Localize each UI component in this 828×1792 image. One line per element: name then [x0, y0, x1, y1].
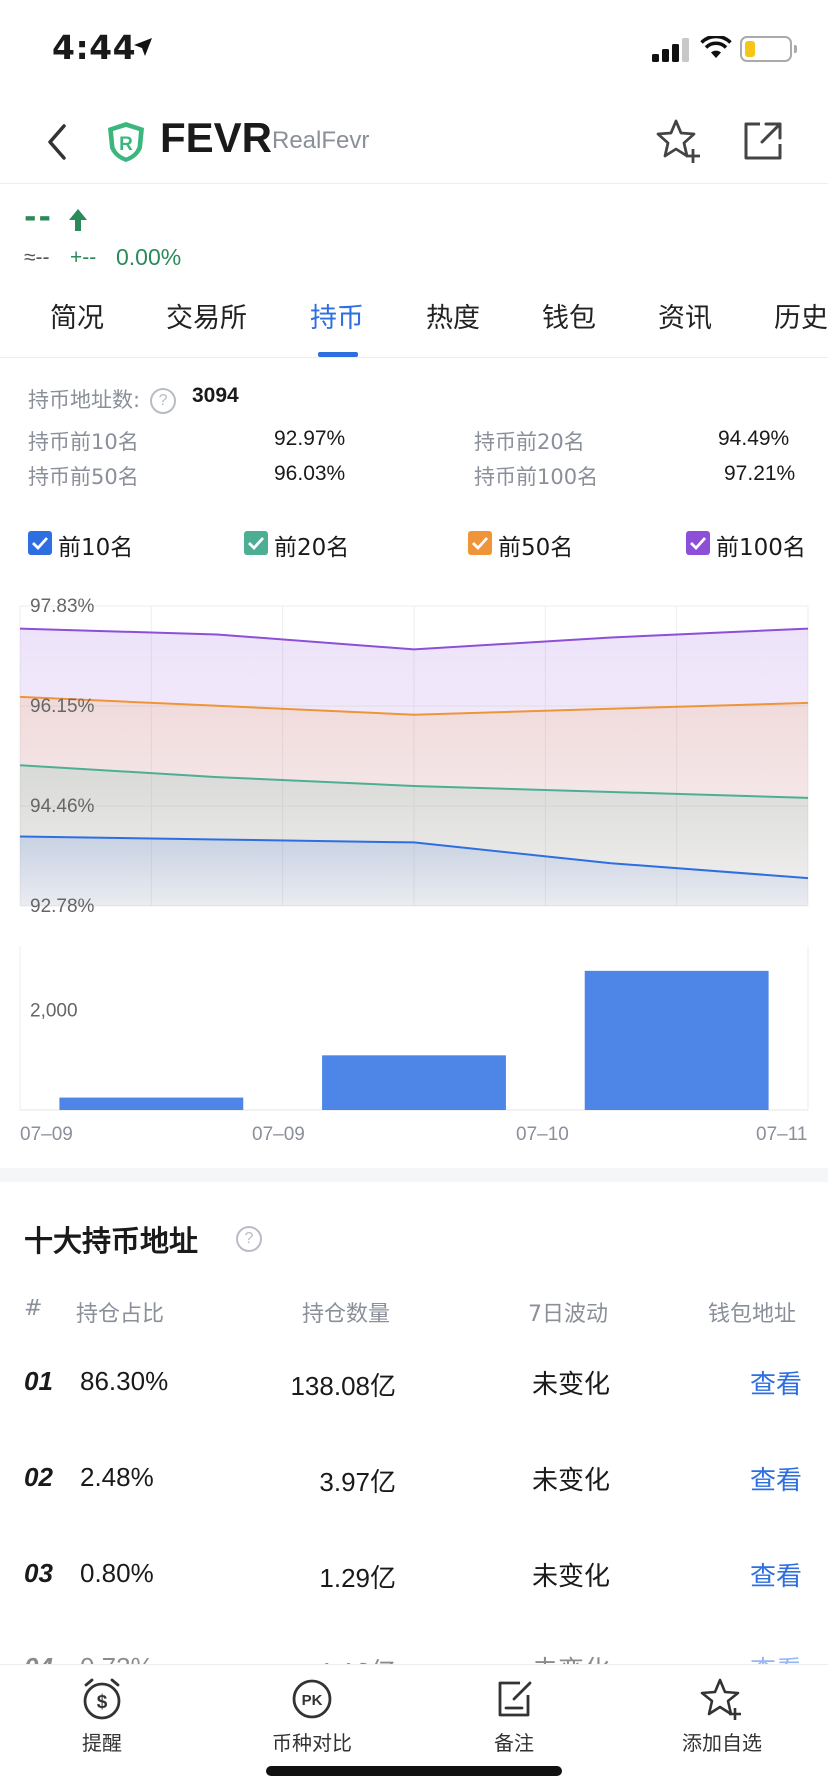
- remind-button[interactable]: $ 提醒: [62, 1677, 142, 1756]
- x-tick-label: 07–10: [516, 1124, 569, 1145]
- series-line: [19, 764, 809, 799]
- active-tab-indicator: [318, 352, 358, 357]
- holdings-chart: 97.83% 96.15% 94.46% 92.78% 2,000: [19, 596, 809, 1111]
- home-indicator: [266, 1766, 562, 1776]
- up-arrow-icon: [69, 209, 87, 231]
- tab-exchanges[interactable]: 交易所: [166, 303, 247, 334]
- checkbox-icon: [244, 531, 268, 555]
- status-time: 4:44: [52, 28, 137, 67]
- row-change: 未变化: [532, 1466, 611, 1496]
- view-link[interactable]: 查看: [750, 1562, 803, 1592]
- volume-bar: [584, 970, 769, 1110]
- holders-count-label-row: 持币地址数:?: [28, 384, 177, 414]
- row-percent: 86.30%: [80, 1366, 169, 1396]
- tab-bar: 简况 交易所 持币 热度 钱包 资讯 历史: [0, 286, 828, 358]
- x-tick-label: 07–09: [252, 1124, 305, 1145]
- y-tick-label: 97.83%: [30, 596, 95, 617]
- row-index: 03: [24, 1558, 53, 1588]
- stat-top20-value: 94.49%: [718, 427, 790, 450]
- row-change: 未变化: [532, 1370, 611, 1400]
- row-quantity: 1.29亿: [319, 1563, 396, 1593]
- star-add-icon[interactable]: [654, 116, 704, 166]
- row-quantity: 138.08亿: [290, 1371, 396, 1401]
- back-icon[interactable]: [36, 118, 80, 166]
- row-change: 未变化: [532, 1562, 611, 1592]
- note-button[interactable]: 备注: [474, 1677, 554, 1756]
- volume-bar: [322, 1055, 506, 1110]
- add-watchlist-button[interactable]: 添加自选: [672, 1677, 772, 1756]
- header-quantity: 持仓数量: [302, 1302, 391, 1327]
- row-index: 01: [24, 1366, 53, 1396]
- top10-title: 十大持币地址: [24, 1224, 199, 1258]
- view-link[interactable]: 查看: [750, 1370, 803, 1400]
- stat-top100-label: 持币前100名: [474, 465, 599, 489]
- series-area: [20, 836, 808, 906]
- compare-button[interactable]: PK 币种对比: [262, 1677, 362, 1756]
- header-percent: 持仓占比: [76, 1302, 165, 1327]
- battery-icon: [740, 36, 797, 62]
- star-add-icon: [700, 1678, 741, 1720]
- share-icon[interactable]: [740, 118, 786, 164]
- y-tick-label: 92.78%: [30, 896, 95, 917]
- y-tick-label: 96.15%: [30, 696, 95, 717]
- tab-news[interactable]: 资讯: [658, 303, 712, 334]
- header-change: 7日波动: [528, 1302, 608, 1327]
- holders-count-label: 持币地址数:: [28, 388, 141, 412]
- row-percent: 2.48%: [80, 1462, 154, 1492]
- holders-count-value: 3094: [192, 384, 239, 407]
- tab-holdings[interactable]: 持币: [310, 303, 364, 334]
- top-nav: R FEVR RealFevr: [0, 100, 828, 184]
- signal-icon: [652, 38, 692, 62]
- svg-text:$: $: [97, 1692, 108, 1713]
- header-index: #: [24, 1296, 43, 1321]
- stat-top10-value: 92.97%: [274, 427, 346, 450]
- stat-top50-value: 96.03%: [274, 462, 346, 485]
- stat-top10-label: 持币前10名: [28, 430, 139, 454]
- wifi-icon: [700, 36, 732, 58]
- price-change: +--: [70, 246, 97, 269]
- x-tick-label: 07–09: [20, 1124, 73, 1145]
- row-quantity: 3.97亿: [319, 1467, 396, 1497]
- help-icon[interactable]: ?: [150, 388, 177, 414]
- tab-popularity[interactable]: 热度: [426, 303, 480, 334]
- svg-text:R: R: [119, 134, 133, 155]
- pk-icon: PK: [292, 1679, 332, 1719]
- row-percent: 0.80%: [80, 1558, 154, 1588]
- price-approx: ≈--: [24, 246, 50, 269]
- stat-top20-label: 持币前20名: [474, 430, 585, 454]
- alarm-dollar-icon: $: [83, 1678, 121, 1720]
- tab-wallet[interactable]: 钱包: [542, 303, 596, 334]
- series-line: [19, 835, 809, 880]
- location-arrow-icon: [134, 38, 152, 56]
- x-tick-label: 07–11: [756, 1124, 808, 1145]
- row-index: 02: [24, 1462, 53, 1492]
- coin-name: RealFevr: [272, 127, 370, 154]
- price-value: --: [24, 200, 53, 235]
- section-divider: [0, 1168, 828, 1182]
- header-wallet: 钱包地址: [708, 1302, 797, 1327]
- coin-logo-icon: R: [108, 122, 144, 162]
- stat-top100-value: 97.21%: [724, 462, 796, 485]
- series-line: [19, 627, 809, 651]
- stat-top50-label: 持币前50名: [28, 465, 139, 489]
- view-link[interactable]: 查看: [750, 1466, 803, 1496]
- tab-history[interactable]: 历史: [774, 303, 828, 334]
- checkbox-icon: [686, 531, 710, 555]
- checkbox-icon: [468, 531, 492, 555]
- price-area: -- ≈-- +-- 0.00%: [24, 200, 804, 280]
- status-bar: 4:44: [0, 0, 828, 100]
- series-line: [19, 695, 809, 716]
- price-percent: 0.00%: [116, 244, 182, 270]
- checkbox-icon: [28, 531, 52, 555]
- coin-symbol: FEVR: [160, 114, 273, 161]
- tab-overview[interactable]: 简况: [50, 303, 104, 334]
- svg-text:PK: PK: [302, 1692, 323, 1709]
- y-tick-label: 2,000: [30, 1001, 78, 1022]
- volume-bar: [59, 1097, 244, 1110]
- note-icon: [498, 1681, 532, 1717]
- y-tick-label: 94.46%: [30, 796, 95, 817]
- help-icon[interactable]: ?: [236, 1226, 262, 1252]
